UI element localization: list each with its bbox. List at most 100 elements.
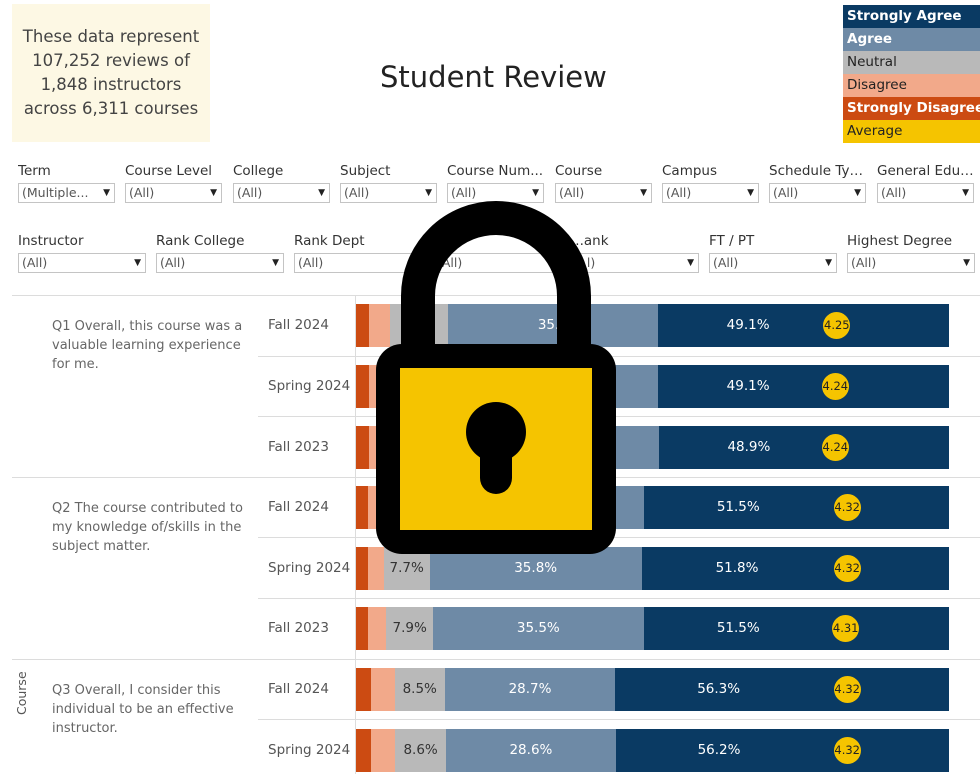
bar-segment-strongly-agree [659, 425, 949, 469]
filter-value: (All) [851, 255, 877, 270]
filter-value: (All) [344, 185, 370, 200]
filter-term: Term (Multiple... ▼ [18, 162, 115, 203]
bar-segment-disagree [371, 728, 396, 772]
data-label: 56.3% [697, 680, 741, 697]
filter-dropdown[interactable]: (All) ▼ [340, 183, 437, 203]
filter-dropdown[interactable]: (All) ▼ [447, 183, 544, 203]
bar-segment-disagree [367, 546, 384, 590]
data-label: 49.1% [726, 317, 770, 334]
data-label: 35.5% [516, 620, 560, 637]
term-label: Fall 2023 [268, 438, 329, 455]
filter-dropdown[interactable]: ...l) ▼ [571, 253, 699, 273]
term-label: Fall 2024 [268, 317, 329, 334]
legend-item-neutral[interactable]: Neutral [843, 51, 980, 74]
legend-item-average[interactable]: Average [843, 120, 980, 143]
filter-dropdown[interactable]: (All) ▼ [709, 253, 837, 273]
filter-instructor: Instructor (All) ▼ [18, 232, 146, 273]
row-divider [258, 598, 980, 599]
bar-segment-agree [433, 607, 644, 651]
filter-dropdown[interactable]: (All) ▼ [233, 183, 330, 203]
filter-label: Rank College [156, 233, 245, 249]
filter-label: Instructor [18, 233, 84, 249]
filter-value: (All) [160, 255, 186, 270]
filter-dropdown[interactable]: (All) ▼ [125, 183, 222, 203]
filter-course-level: Course Level (All) ▼ [125, 162, 222, 203]
bar-segment-strongly-disagree [356, 425, 370, 469]
data-label: 49.1% [726, 377, 770, 394]
row-divider [12, 658, 980, 660]
filter-rank-college: Rank College (All) ▼ [156, 232, 284, 273]
chevron-down-icon: ▼ [272, 258, 279, 268]
bar-segment-neutral [386, 607, 434, 651]
bar-segment-agree [447, 304, 658, 348]
bar-segment-strongly-disagree [356, 667, 372, 711]
filter-dropdown[interactable]: (All) ▼ [662, 183, 759, 203]
filter-course-num: Course Num... (All) ▼ [447, 162, 544, 203]
chevron-down-icon: ▼ [963, 258, 970, 268]
average-marker: 4.31 [832, 615, 860, 643]
data-label: 7.9% [392, 620, 427, 637]
question-label: Q2 The course contributed to my knowledg… [52, 500, 243, 554]
filter-label: College [233, 163, 284, 179]
chevron-down-icon: ▼ [103, 188, 110, 198]
filter-value: (All) [666, 185, 692, 200]
chevron-down-icon: ▼ [532, 188, 539, 198]
legend-item-disagree[interactable]: Disagree [843, 74, 980, 97]
filter-dropdown[interactable]: (All) ▼ [847, 253, 975, 273]
legend-item-strongly-agree[interactable]: Strongly Agree [843, 5, 980, 28]
chevron-down-icon: ▼ [134, 258, 141, 268]
filter-value: (All) [298, 255, 324, 270]
filter-dropdown[interactable]: (All) ▼ [877, 183, 974, 203]
chevron-down-icon: ▼ [825, 258, 832, 268]
filter-dropdown[interactable]: (All) ▼ [769, 183, 866, 203]
filter-dropdown[interactable]: (All) ▼ [555, 183, 652, 203]
bar-segment-disagree [371, 667, 395, 711]
filter-label: Course [555, 163, 603, 179]
axis-title: Course [14, 671, 29, 715]
filter-highest-degree: Highest Degree (All) ▼ [847, 232, 975, 273]
row-divider [258, 355, 980, 357]
filter-label: Highest Degree [847, 233, 953, 249]
term-label: Spring 2024 [268, 559, 351, 576]
filter-label: General Educ... [877, 163, 974, 179]
bar-segment-strongly-agree [641, 546, 949, 590]
data-label: 8.5% [402, 680, 437, 697]
filter-dropdown[interactable]: (All) ▼ [156, 253, 284, 273]
bar-segment-strongly-agree [643, 607, 949, 651]
term-label: Fall 2024 [268, 680, 329, 697]
bar-segment-strongly-disagree [356, 304, 370, 348]
filter-ft-pt: FT / PT (All) ▼ [709, 232, 837, 273]
filter-dropdown[interactable]: (All) ▼ [18, 253, 146, 273]
data-label: 51.5% [716, 620, 760, 637]
chevron-down-icon: ▼ [747, 188, 754, 198]
filter-value: (All) [773, 185, 799, 200]
filter-value: (Multiple... [22, 185, 89, 200]
legend-item-strongly-disagree[interactable]: Strongly Disagree [843, 97, 980, 120]
average-marker: 4.25 [823, 312, 851, 340]
average-marker: 4.32 [833, 675, 861, 703]
filter-value: (All) [129, 185, 155, 200]
chevron-down-icon: ▼ [640, 188, 647, 198]
bar-segment-disagree [369, 304, 391, 348]
legend-item-agree[interactable]: Agree [843, 28, 980, 51]
summary-line: 1,848 instructors [40, 75, 182, 94]
filter-value: (All) [559, 185, 585, 200]
bar-segment-strongly-disagree [356, 364, 370, 408]
filter-label: Term [18, 163, 51, 179]
data-label: 35.8% [514, 559, 558, 576]
bar-segment-neutral [394, 667, 445, 711]
padlock-keyhole-slot [480, 436, 512, 494]
summary-line: 107,252 reviews of [32, 51, 190, 70]
term-label: Spring 2024 [268, 741, 351, 758]
data-label: 56.2% [697, 741, 741, 758]
legend: Strongly Agree Agree Neutral Disagree Strong… [843, 5, 980, 143]
average-marker: 4.32 [833, 494, 861, 522]
data-label: 28.7% [508, 680, 552, 697]
filter-value: (All) [881, 185, 907, 200]
row-divider [258, 537, 980, 539]
filter-dropdown[interactable]: (Multiple... ▼ [18, 183, 115, 203]
average-marker: 4.24 [821, 433, 849, 461]
filter-course: Course (All) ▼ [555, 162, 652, 203]
filter-label: Campus [662, 163, 718, 179]
bar-segment-strongly-agree [615, 728, 949, 772]
